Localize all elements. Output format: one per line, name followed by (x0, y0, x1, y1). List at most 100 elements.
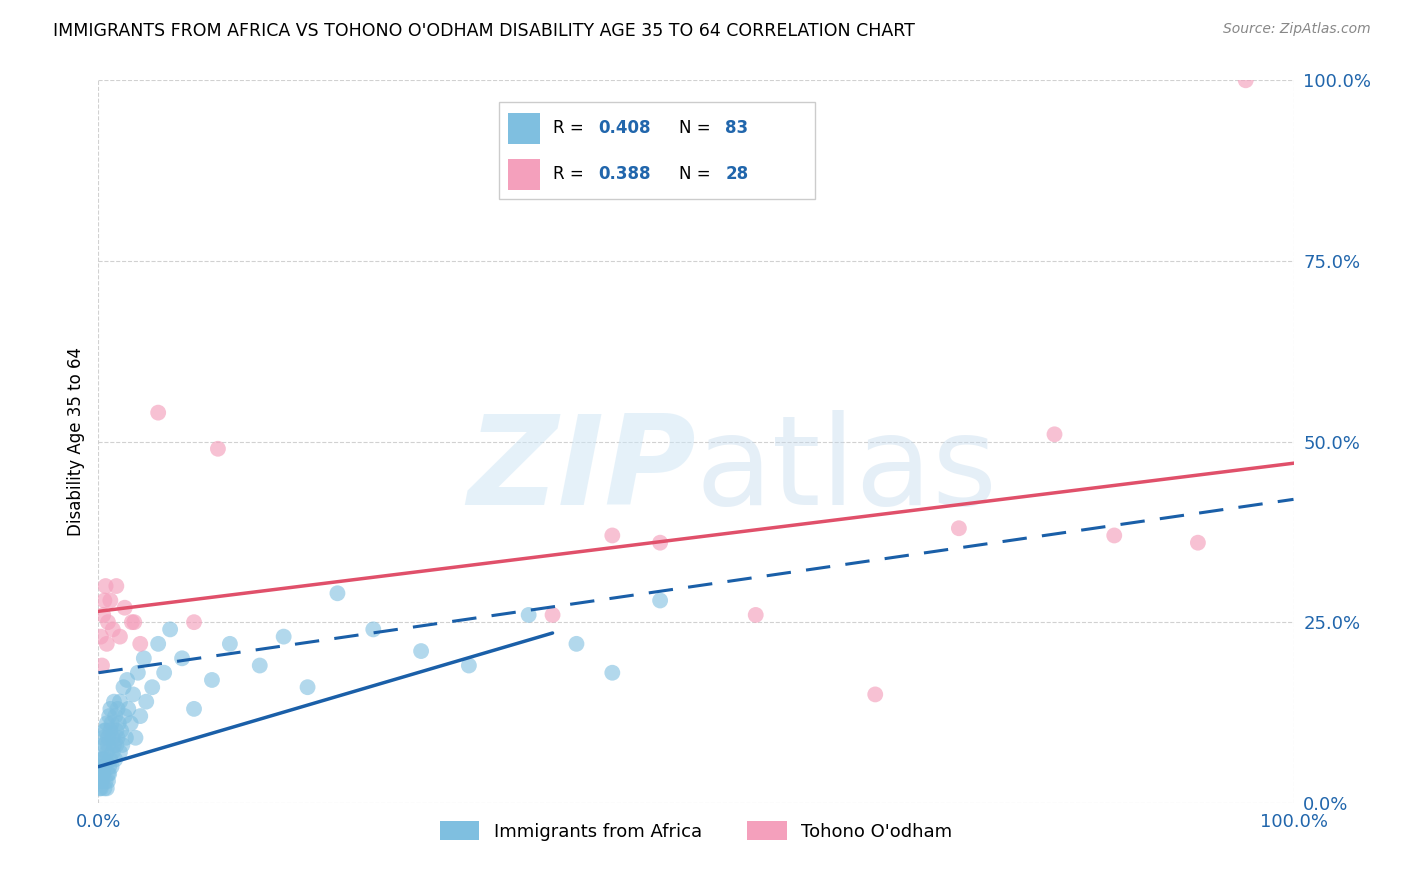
Point (90, 774, 112, 789)
Point (91, 731, 114, 745)
Point (108, 695, 131, 709)
Point (108, 745, 131, 759)
Point (90, 752, 112, 766)
Point (948, 521, 970, 535)
Point (107, 702, 129, 716)
Point (172, 651, 194, 665)
Point (100, 760, 122, 774)
Point (91, 767, 114, 781)
Point (648, 593, 672, 607)
Point (120, 716, 142, 731)
Point (101, 731, 124, 745)
Point (458, 658, 481, 673)
Point (93, 760, 115, 774)
Point (132, 651, 155, 665)
Point (745, 607, 768, 622)
Point (96, 716, 118, 731)
Point (122, 687, 145, 701)
Point (101, 623, 124, 637)
Point (602, 528, 624, 542)
Point (249, 658, 271, 673)
Point (517, 607, 540, 622)
Point (648, 535, 672, 549)
Point (865, 687, 887, 701)
Point (110, 723, 132, 738)
Point (94, 579, 117, 593)
Point (114, 600, 136, 615)
Point (114, 709, 136, 723)
Point (91, 658, 114, 673)
Legend: Immigrants from Africa, Tohono O'odham: Immigrants from Africa, Tohono O'odham (433, 814, 959, 848)
Point (96, 745, 118, 759)
Point (124, 615, 146, 630)
Point (91, 760, 114, 774)
Point (98, 702, 122, 716)
Text: IMMIGRANTS FROM AFRICA VS TOHONO O'ODHAM DISABILITY AGE 35 TO 64 CORRELATION CHA: IMMIGRANTS FROM AFRICA VS TOHONO O'ODHAM… (53, 22, 915, 40)
Point (127, 665, 149, 680)
Point (104, 752, 127, 766)
Y-axis label: Disability Age 35 to 64: Disability Age 35 to 64 (66, 347, 84, 536)
Point (91, 752, 114, 766)
Point (98, 752, 122, 766)
Point (89, 774, 111, 789)
Point (94, 752, 117, 766)
Point (207, 442, 229, 456)
Point (121, 615, 143, 630)
Point (411, 644, 433, 658)
Point (201, 673, 224, 687)
Point (97, 731, 120, 745)
Point (1043, 427, 1066, 442)
Point (1234, 73, 1257, 87)
Point (93, 723, 115, 738)
Point (111, 738, 134, 752)
Point (93, 781, 115, 796)
Text: atlas: atlas (696, 410, 998, 531)
Point (98, 767, 121, 781)
Point (1187, 535, 1209, 549)
Point (148, 406, 170, 420)
Point (107, 716, 129, 731)
Point (89, 767, 111, 781)
Point (108, 630, 131, 644)
Point (183, 615, 205, 630)
Point (565, 637, 588, 651)
Point (100, 716, 122, 731)
Point (326, 586, 349, 600)
Point (91, 767, 114, 781)
Point (117, 702, 139, 716)
Point (107, 731, 129, 745)
Point (90, 760, 112, 774)
Point (90, 781, 112, 796)
Point (297, 680, 319, 694)
Point (219, 637, 242, 651)
Text: ZIP: ZIP (467, 410, 696, 531)
Point (129, 709, 152, 723)
Point (94, 723, 117, 738)
Point (103, 738, 125, 752)
Point (93, 593, 115, 607)
Point (105, 579, 128, 593)
Point (103, 695, 125, 709)
Point (153, 665, 176, 680)
Point (98, 709, 121, 723)
Point (602, 665, 624, 680)
Point (104, 709, 127, 723)
Text: Source: ZipAtlas.com: Source: ZipAtlas.com (1223, 22, 1371, 37)
Point (91, 738, 114, 752)
Point (363, 623, 385, 637)
Point (115, 673, 138, 687)
Point (98, 760, 121, 774)
Point (183, 702, 205, 716)
Point (124, 731, 146, 745)
Point (96, 637, 118, 651)
Point (97, 615, 120, 630)
Point (135, 695, 157, 709)
Point (98, 593, 122, 607)
Point (148, 637, 170, 651)
Point (105, 738, 128, 752)
Point (159, 623, 181, 637)
Point (97, 767, 120, 781)
Point (91, 607, 114, 622)
Point (93, 738, 115, 752)
Point (97, 774, 120, 789)
